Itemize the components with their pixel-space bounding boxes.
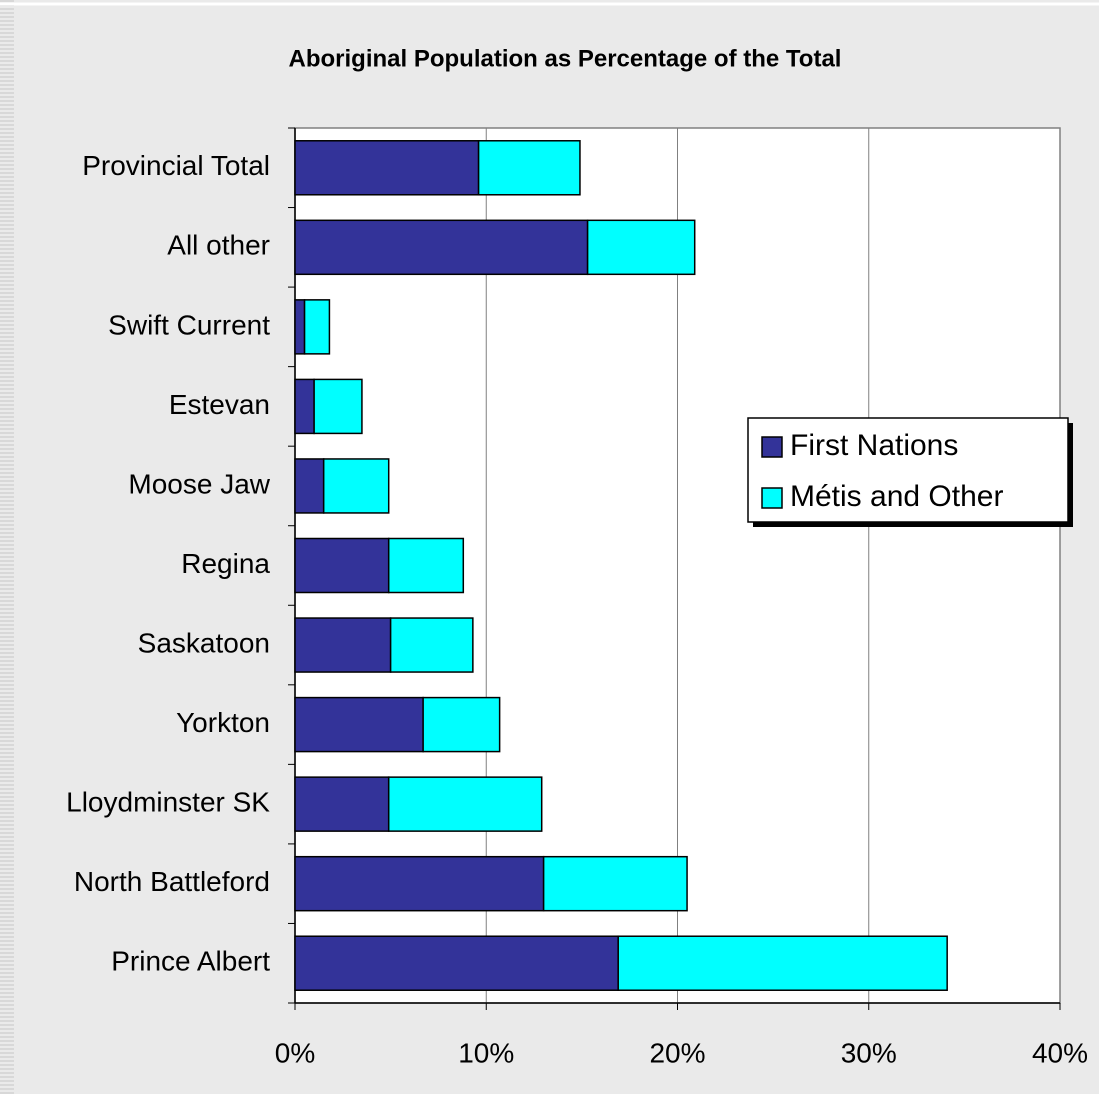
bar [294,299,306,355]
y-tick-label: Swift Current [108,309,270,340]
legend-label: First Nations [790,429,958,462]
y-tick-label: Prince Albert [111,946,270,977]
x-tick-label: 20% [649,1037,705,1068]
bar [387,537,465,594]
bar [294,378,315,435]
x-tick-label: 10% [458,1037,514,1068]
bar [313,378,363,435]
bar [542,855,688,912]
bar [477,140,581,196]
bar [294,935,619,991]
bar [294,776,390,832]
bar [294,458,325,514]
bar [294,855,545,912]
bar [389,617,474,673]
bar [387,776,543,832]
bar [617,935,948,991]
bar [294,696,424,753]
bar [322,458,390,514]
x-tick-label: 40% [1032,1037,1088,1068]
legend-label: Métis and Other [790,480,1003,513]
y-tick-label: North Battleford [74,866,270,897]
bar [294,140,480,196]
legend-swatch [761,436,783,458]
x-tick-label: 0% [275,1037,315,1068]
x-tick-label: 30% [841,1037,897,1068]
y-tick-label: Lloydminster SK [66,787,270,818]
y-tick-label: Estevan [169,389,270,420]
y-tick-label: Yorkton [176,707,270,738]
y-tick-label: Regina [181,548,270,579]
bar [303,299,331,355]
left-edge [0,0,14,1094]
bar [422,696,501,753]
bar [294,219,589,276]
legend [747,417,1069,523]
y-tick-label: All other [167,230,270,261]
bar [294,537,390,594]
y-tick-label: Moose Jaw [128,468,270,499]
y-tick-label: Saskatoon [138,627,270,658]
bar [586,219,696,276]
y-tick-label: Provincial Total [82,150,270,181]
legend-swatch [761,487,783,509]
chart-title: Aboriginal Population as Percentage of t… [289,45,842,72]
bar [294,617,392,673]
